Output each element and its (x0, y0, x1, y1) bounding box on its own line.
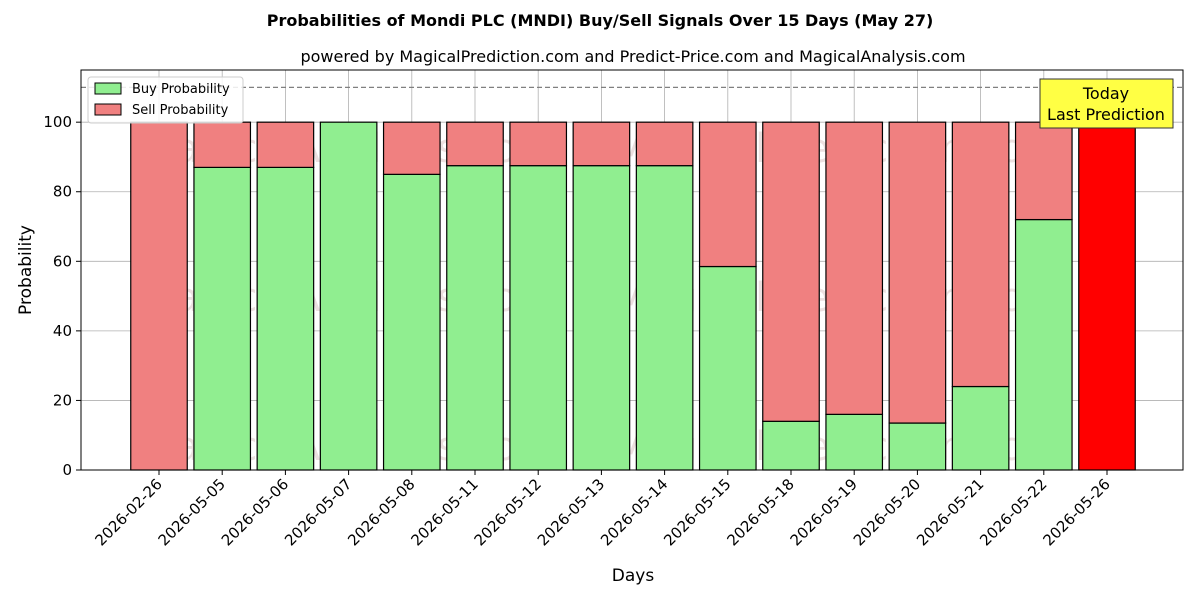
bar-buy (446, 165, 504, 471)
bars (130, 121, 1136, 471)
x-tick-label: 2026-05-13 (534, 475, 608, 549)
y-axis-label: Probability (16, 225, 36, 315)
bar-sell (509, 121, 568, 167)
y-tick-label: 100 (43, 113, 72, 131)
bar-sell (193, 121, 252, 168)
bar-buy (319, 121, 378, 471)
x-tick-label: 2026-05-20 (850, 475, 924, 549)
annotation-text: Last Prediction (1047, 105, 1165, 124)
y-axis: 0 20 40 60 80 100 (43, 113, 81, 479)
bar-sell (698, 121, 757, 268)
bar-buy (382, 173, 441, 471)
bar-buy (825, 413, 884, 471)
bar-buy (256, 166, 315, 471)
bar-sell-highlight (1078, 121, 1136, 471)
bar-sell (130, 121, 188, 471)
chart-subtitle: powered by MagicalPrediction.com and Pre… (300, 47, 965, 66)
annotation-box (1039, 78, 1174, 129)
x-tick-label: 2026-05-19 (787, 475, 861, 549)
bar-sell (1014, 121, 1073, 221)
chart-title: Probabilities of Mondi PLC (MNDI) Buy/Se… (267, 11, 934, 30)
bar-buy (635, 165, 694, 471)
y-tick-label: 60 (53, 252, 72, 270)
bar-sell (888, 121, 947, 424)
y-tick-label: 20 (53, 391, 72, 409)
bar-sell (825, 121, 884, 415)
legend-label: Sell Probability (132, 103, 229, 118)
bar-buy (572, 165, 631, 471)
bar-sell (951, 121, 1010, 388)
x-tick-label: 2026-05-15 (660, 475, 734, 549)
x-tick-label: 2026-05-14 (597, 475, 671, 549)
today-annotation: Today Last Prediction (1039, 78, 1174, 129)
bar-buy (698, 265, 757, 471)
x-tick-label: 2026-05-12 (471, 475, 545, 549)
x-tick-label: 2026-05-06 (218, 475, 292, 549)
bar-sell (572, 121, 631, 167)
x-axis: 2026-02-262026-05-052026-05-062026-05-07… (91, 470, 1114, 549)
x-tick-label: 2026-05-11 (407, 475, 481, 549)
y-tick-label: 0 (62, 461, 72, 479)
x-tick-label: 2026-05-07 (281, 475, 355, 549)
bar-buy (1014, 218, 1073, 471)
y-tick-label: 40 (53, 322, 72, 340)
x-tick-label: 2026-05-05 (155, 475, 229, 549)
x-tick-label: 2026-02-26 (91, 475, 165, 549)
bar-sell (256, 121, 315, 168)
legend-label: Buy Probability (132, 82, 230, 97)
bar-sell (762, 121, 820, 422)
legend: Buy Probability Sell Probability (87, 76, 244, 124)
x-tick-label: 2026-05-18 (723, 475, 797, 549)
annotation-text: Today (1082, 84, 1129, 103)
bar-buy (509, 165, 568, 471)
legend-swatch (94, 103, 122, 116)
x-tick-label: 2026-05-26 (1039, 475, 1113, 549)
bar-buy (762, 420, 820, 471)
bar-sell (382, 121, 441, 175)
legend-swatch (94, 82, 122, 95)
bar-buy (951, 385, 1010, 471)
x-axis-label: Days (612, 566, 655, 586)
x-tick-label: 2026-05-21 (913, 475, 987, 549)
bar-buy (888, 422, 947, 471)
bar-buy (193, 166, 252, 471)
x-tick-label: 2026-05-22 (976, 475, 1050, 549)
bar-sell (446, 121, 504, 167)
x-tick-label: 2026-05-08 (344, 475, 418, 549)
legend-box (87, 76, 244, 124)
y-tick-label: 80 (53, 183, 72, 201)
plot-frame (80, 69, 1184, 471)
bar-sell (635, 121, 694, 167)
